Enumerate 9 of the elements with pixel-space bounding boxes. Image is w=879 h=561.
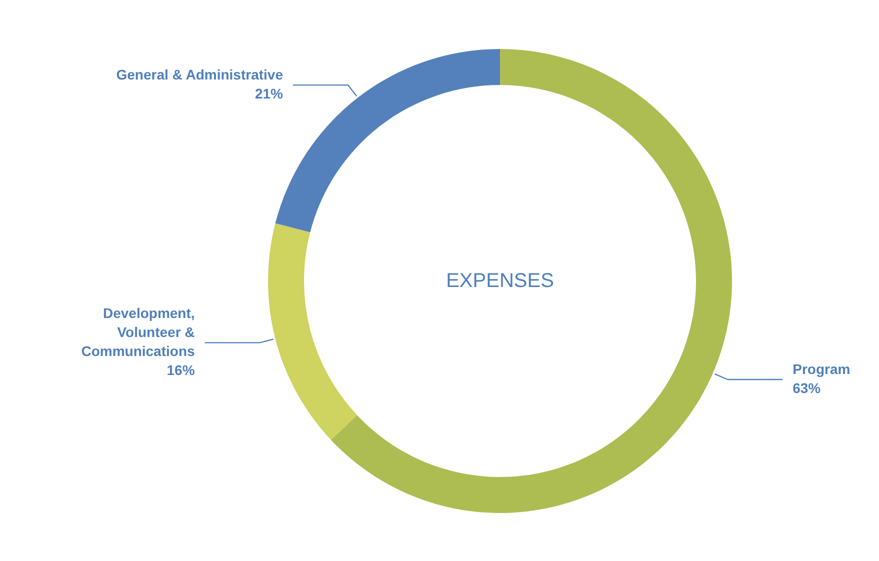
donut-slice [330,49,732,513]
data-label: 16% [166,362,196,378]
text: EXPENSES [446,270,554,292]
slice-label: General & Administrative [116,66,284,83]
slice-label: Development, Volunteer & Communications [81,305,195,360]
data-label: 63% [792,380,822,396]
donut-slice [268,223,358,440]
slice-label: Program [792,360,850,377]
data-label: 21% [254,86,284,102]
